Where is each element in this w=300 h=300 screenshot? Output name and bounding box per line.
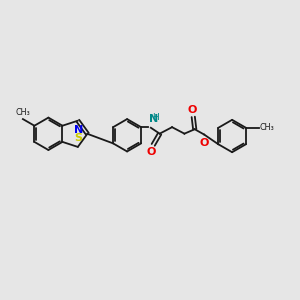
- Text: S: S: [74, 134, 83, 143]
- Text: CH₃: CH₃: [16, 108, 30, 117]
- Text: O: O: [188, 105, 197, 115]
- Text: N: N: [149, 114, 158, 124]
- Text: N: N: [74, 125, 84, 135]
- Text: H: H: [153, 113, 159, 122]
- Text: CH₃: CH₃: [260, 123, 274, 132]
- Text: O: O: [146, 147, 155, 157]
- Text: O: O: [200, 138, 209, 148]
